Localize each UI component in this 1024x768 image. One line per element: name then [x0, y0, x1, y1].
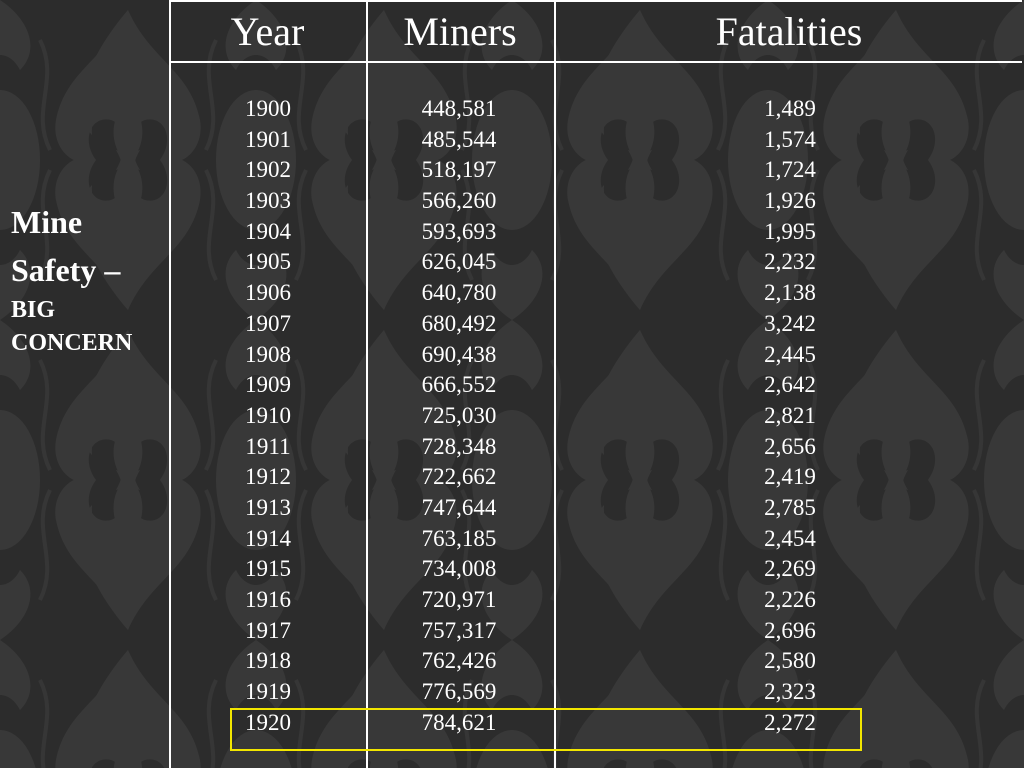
miners-cell: 728,348 [421, 433, 497, 459]
header-fatalities: Fatalities [715, 9, 863, 54]
fatalities-cell: 1,574 [764, 126, 816, 152]
miners-cell: 784,621 [421, 709, 497, 735]
slide-title-line-1: Mine [11, 204, 83, 240]
year-cell: 1904 [245, 218, 291, 244]
fatalities-cell: 1,489 [764, 96, 816, 121]
fatalities-cell: 2,821 [764, 402, 816, 428]
fatalities-cell: 1,724 [764, 157, 816, 183]
year-cell: 1912 [245, 464, 291, 490]
year-cell: 1905 [245, 249, 291, 275]
year-cell: 1902 [245, 157, 291, 183]
year-cell: 1906 [245, 280, 291, 306]
fatalities-cell: 2,138 [764, 280, 816, 306]
miners-cell: 763,185 [421, 525, 497, 551]
year-cell: 1915 [245, 556, 291, 582]
column-divider-year-miners [366, 0, 368, 768]
fatalities-cell: 2,454 [764, 525, 816, 551]
miners-cell: 747,644 [421, 494, 497, 520]
year-cell: 1903 [245, 188, 291, 214]
fatalities-cell: 2,419 [764, 464, 816, 490]
miners-cell: 666,552 [421, 372, 497, 398]
miners-cell: 680,492 [421, 310, 497, 336]
fatalities-cell: 2,269 [764, 556, 816, 582]
year-cell: 1919 [245, 679, 291, 705]
fatalities-cell: 2,580 [764, 648, 816, 674]
year-cell: 1901 [245, 126, 291, 152]
miners-cell: 593,693 [421, 218, 497, 244]
year-cell: 1918 [245, 648, 291, 674]
miners-cell: 448,581 [421, 96, 497, 121]
fatalities-cell: 2,642 [764, 372, 816, 398]
year-cell: 1911 [245, 433, 291, 459]
year-cell: 1913 [245, 494, 291, 520]
miners-cell: 757,317 [421, 617, 497, 643]
year-cell: 1908 [245, 341, 291, 367]
column-divider-miners-fatalities [554, 0, 556, 768]
miners-cell: 690,438 [421, 341, 497, 367]
miners-cell: 566,260 [421, 188, 497, 214]
miners-column: 448,581 485,544 518,197 566,260 593,693 626,0… [394, 94, 524, 738]
fatalities-cell: 3,242 [764, 310, 816, 336]
miners-cell: 762,426 [421, 648, 497, 674]
fatalities-cell: 2,696 [764, 617, 816, 643]
fatalities-cell: 2,785 [764, 494, 816, 520]
year-cell: 1909 [245, 372, 291, 398]
year-cell: 1920 [245, 709, 291, 735]
table-border-top [169, 0, 1022, 2]
header-divider [169, 61, 1022, 63]
year-cell: 1914 [245, 525, 291, 551]
fatalities-cell: 1,926 [764, 188, 816, 214]
miners-cell: 734,008 [421, 556, 497, 582]
fatalities-cell: 2,445 [764, 341, 816, 367]
year-cell: 1900 [245, 96, 291, 121]
year-column: 1900 1901 1902 1903 1904 1905 1906 1907 1908 1909… [213, 94, 323, 738]
slide-title-line-4: CONCERN [11, 330, 133, 356]
fatalities-cell: 1,995 [764, 218, 816, 244]
fatalities-cell: 2,323 [764, 679, 816, 705]
fatalities-cell: 2,272 [764, 709, 816, 735]
slide-title-line-2: Safety – [11, 252, 121, 288]
slide-title-line-3: BIG [11, 297, 56, 323]
miners-cell: 720,971 [421, 587, 497, 612]
miners-cell: 518,197 [421, 157, 497, 183]
miners-cell: 776,569 [421, 679, 497, 705]
fatalities-cell: 2,656 [764, 433, 816, 459]
miners-cell: 626,045 [421, 249, 497, 275]
fatalities-cell: 2,226 [764, 587, 816, 612]
highlight-row-1920 [230, 708, 862, 751]
slide-title: Mine Safety – BIG CONCERN [11, 198, 169, 360]
header-miners: Miners [403, 9, 517, 54]
header-year: Year [230, 9, 305, 54]
year-cell: 1910 [245, 402, 291, 428]
miners-cell: 725,030 [421, 402, 497, 428]
miners-cell: 722,662 [421, 464, 497, 490]
fatalities-column: 1,489 1,574 1,724 1,926 1,995 2,232 2,138 3,242… [715, 94, 865, 738]
miners-cell: 640,780 [421, 280, 497, 306]
miners-cell: 485,544 [421, 126, 497, 152]
year-cell: 1907 [245, 310, 291, 336]
year-cell: 1916 [245, 587, 291, 612]
fatalities-cell: 2,232 [764, 249, 816, 275]
mining-fatalities-table: Year Miners Fatalities 1900 1901 1902 1903 1… [169, 0, 1024, 768]
year-cell: 1917 [245, 617, 291, 643]
table-border-left [169, 0, 171, 768]
